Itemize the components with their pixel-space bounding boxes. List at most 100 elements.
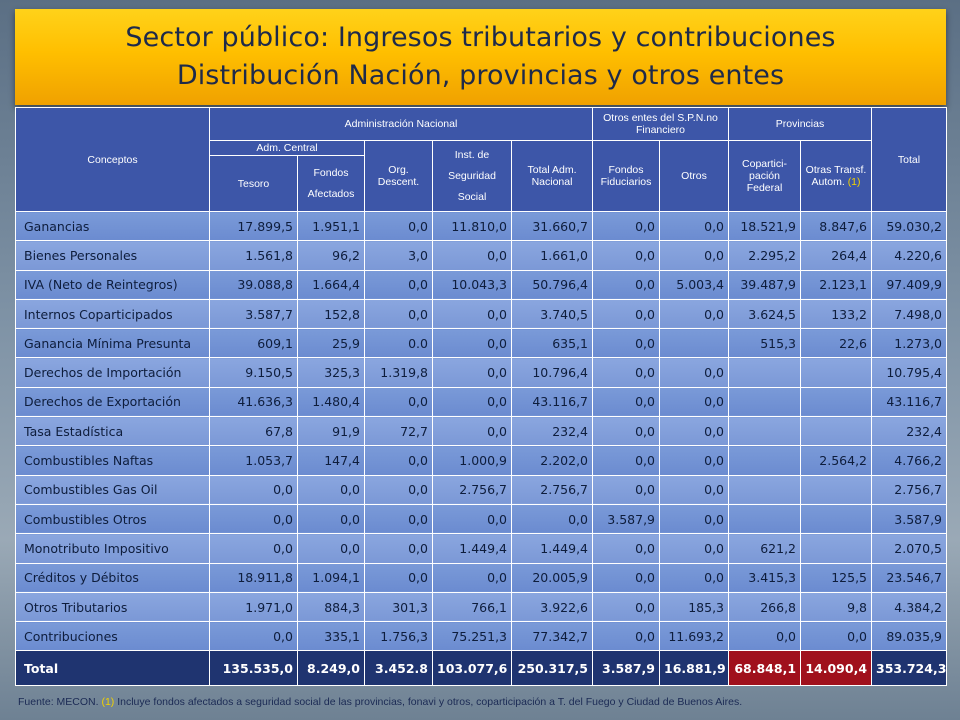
cell-tesoro: 18.911,8 [209, 562, 298, 593]
cell-transf [800, 357, 873, 388]
cell-tesoro: 9.150,5 [209, 357, 298, 388]
cell-concepto: Monotributo Impositivo [15, 533, 210, 564]
cell-concepto: Contribuciones [15, 621, 210, 652]
cell-org: 0,0 [364, 474, 433, 505]
cell-fid: 0,0 [592, 386, 660, 418]
header-adm-nacional: Administración Nacional [209, 107, 593, 141]
cell-fondos: 1.094,1 [297, 562, 365, 593]
cell-total: 232,4 [871, 416, 948, 447]
cell-otros: 0,0 [658, 298, 730, 330]
cell-otros: 0,0 [658, 533, 730, 564]
footnote-mark: (1) [101, 696, 115, 708]
header-inst-seguridad-social: Inst. de Seguridad Social [432, 140, 512, 212]
cell-tesoro: 39.088,8 [209, 269, 298, 300]
cell-fid: 0,0 [592, 298, 660, 330]
footnote-source: Fuente: MECON. [18, 696, 99, 708]
cell-tesoro: 0,0 [209, 474, 298, 505]
cell-copart: 266,8 [728, 591, 802, 623]
header-otros: Otros [658, 140, 730, 212]
cell-total: 97.409,9 [871, 269, 948, 300]
cell-copart: 2.295,2 [728, 240, 802, 271]
table-row: Otros Tributarios 1.971,0 884,3 301,3 766,1 3… [15, 591, 948, 623]
cell-total: 3.587,9 [871, 503, 948, 535]
cell-org: 0,0 [364, 386, 433, 418]
cell-inst: 766,1 [432, 591, 512, 623]
cell-fid: 0,0 [592, 591, 660, 623]
cell-total: 89.035,9 [871, 621, 948, 652]
cell-total-adm: 635,1 [511, 328, 593, 359]
table-row: Ganancia Mínima Presunta 609,1 25,9 0.0 0,0 6… [15, 328, 948, 359]
revenue-table: Conceptos Administración Nacional Otros … [15, 107, 948, 687]
cell-total: 7.498,0 [871, 298, 948, 330]
cell-transf: 2.564,2 [800, 445, 873, 476]
footnote: Fuente: MECON. (1) Incluye fondos afecta… [18, 696, 948, 708]
cell-fondos: 152,8 [297, 298, 365, 330]
header-coparticipacion-federal: Copartici- pación Federal [728, 140, 802, 212]
header-fondos-afectados: Fondos Afectados [297, 155, 365, 212]
cell-fid: 0,0 [592, 416, 660, 447]
otras-transf-note: (1) [847, 176, 861, 188]
cell-tesoro: 609,1 [209, 328, 298, 359]
cell-fondos: 91,9 [297, 416, 365, 447]
cell-inst: 0,0 [432, 240, 512, 271]
cell-copart: 515,3 [728, 328, 802, 359]
cell-org: 1.319,8 [364, 357, 433, 388]
cell-fondos: 96,2 [297, 240, 365, 271]
cell-inst: 1.449,4 [432, 533, 512, 564]
header-provincias: Provincias [728, 107, 873, 141]
cell-tesoro: 17.899,5 [209, 210, 298, 242]
cell-tesoro: 0,0 [209, 621, 298, 652]
cell-fondos: 0,0 [297, 474, 365, 505]
header-org-descent: Org. Descent. [364, 140, 433, 212]
cell-tesoro: 3.587,7 [209, 298, 298, 330]
cell-total-adm: 3.740,5 [511, 298, 593, 330]
cell-total-adm: 0,0 [511, 503, 593, 535]
table-row: Derechos de Exportación 41.636,3 1.480,4 0,… [15, 386, 948, 418]
title-line-2: Distribución Nación, provincias y otros … [176, 60, 785, 91]
cell-concepto: Ganancias [15, 210, 210, 242]
total-cell-org: 3.452.8 [364, 650, 433, 687]
table-row: IVA (Neto de Reintegros) 39.088,8 1.664,4 0… [15, 269, 948, 300]
cell-total-adm: 50.796,4 [511, 269, 593, 300]
table-row: Ganancias 17.899,5 1.951,1 0,0 11.810,0 31.66… [15, 210, 948, 242]
cell-inst: 0,0 [432, 298, 512, 330]
cell-total-adm: 1.449,4 [511, 533, 593, 564]
cell-otros: 11.693,2 [658, 621, 730, 652]
header-otras-transf-autom: Otras Transf. Autom. (1) [800, 140, 873, 212]
cell-total-adm: 232,4 [511, 416, 593, 447]
cell-copart: 18.521,9 [728, 210, 802, 242]
cell-concepto: Tasa Estadística [15, 416, 210, 447]
cell-transf: 8.847,6 [800, 210, 873, 242]
cell-otros: 185,3 [658, 591, 730, 623]
cell-fondos: 884,3 [297, 591, 365, 623]
cell-otros: 0,0 [658, 503, 730, 535]
cell-otros: 0,0 [658, 240, 730, 271]
total-row: Total 135.535,0 8.249,0 3.452.8 103.077,6 250… [15, 650, 948, 687]
cell-transf: 125,5 [800, 562, 873, 593]
total-cell-concepto: Total [15, 650, 210, 687]
cell-fondos: 335,1 [297, 621, 365, 652]
cell-concepto: IVA (Neto de Reintegros) [15, 269, 210, 300]
cell-tesoro: 0,0 [209, 533, 298, 564]
cell-tesoro: 1.971,0 [209, 591, 298, 623]
cell-total-adm: 3.922,6 [511, 591, 593, 623]
cell-concepto: Derechos de Importación [15, 357, 210, 388]
cell-total-adm: 10.796,4 [511, 357, 593, 388]
cell-inst: 0,0 [432, 416, 512, 447]
cell-fondos: 0,0 [297, 533, 365, 564]
cell-transf: 0,0 [800, 621, 873, 652]
cell-otros: 0,0 [658, 445, 730, 476]
cell-org: 0,0 [364, 298, 433, 330]
cell-inst: 0,0 [432, 562, 512, 593]
cell-otros: 0,0 [658, 416, 730, 447]
cell-tesoro: 41.636,3 [209, 386, 298, 418]
cell-fondos: 0,0 [297, 503, 365, 535]
total-cell-total-adm: 250.317,5 [511, 650, 593, 687]
cell-inst: 0,0 [432, 386, 512, 418]
table-row: Contribuciones 0,0 335,1 1.756,3 75.251,3 77.… [15, 621, 948, 652]
cell-total: 43.116,7 [871, 386, 948, 418]
total-cell-otros: 16.881,9 [658, 650, 730, 687]
cell-org: 0,0 [364, 210, 433, 242]
table-row: Combustibles Gas Oil 0,0 0,0 0,0 2.756,7 2.75… [15, 474, 948, 505]
cell-fid: 0,0 [592, 445, 660, 476]
